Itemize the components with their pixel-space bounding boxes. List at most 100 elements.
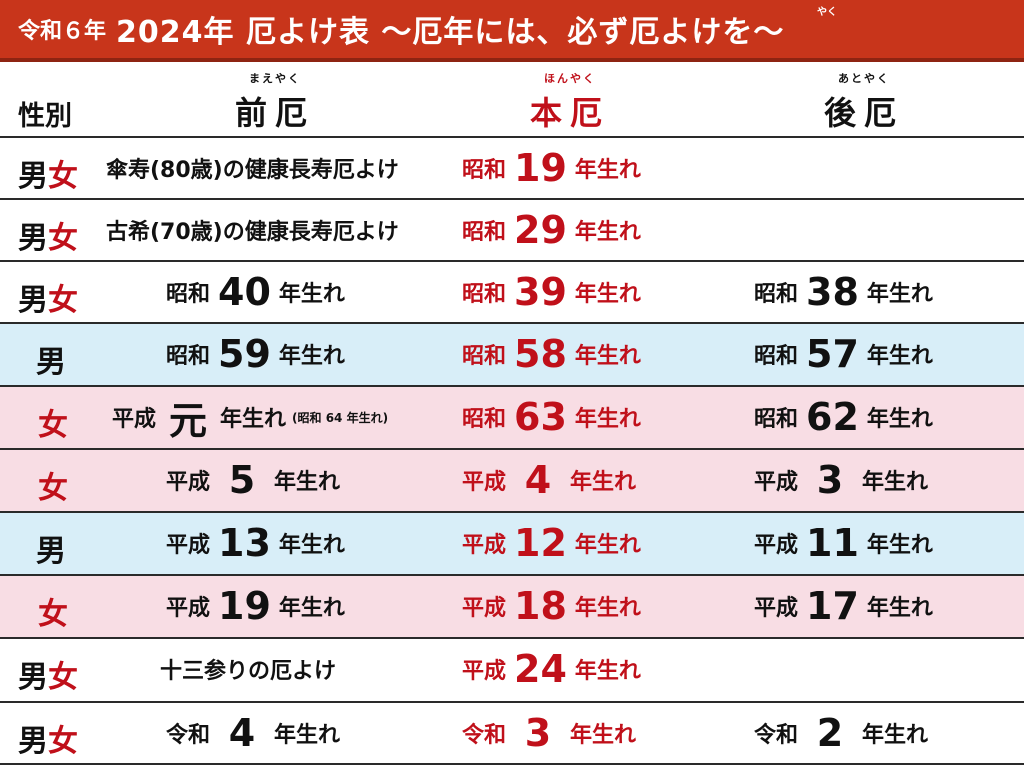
gender-female: 女 [48,724,78,759]
gender-male: 男 [36,534,66,569]
before-cell: 平成 13 年生れ [166,513,345,573]
before-cell-year: 13 [218,521,271,565]
main-cell-year: 39 [514,270,567,314]
main-cell-suffix: 年生れ [574,596,641,621]
table-row: 男女 十三参りの厄よけ 平成 24 年生れ [0,637,1024,700]
gender-female: 女 [48,221,78,256]
table-header: 性別 まえやく 前厄 ほんやく 本厄 あとやく 後厄 [0,66,1024,136]
gender-male: 男 [18,159,48,194]
main-cell-year: 24 [514,647,567,691]
page-title: 2024年 厄よけ表 ～厄年には、必ず厄よけを～ [116,15,785,50]
main-cell-suffix: 年生れ [570,470,637,495]
gender-female: 女 [48,660,78,695]
before-cell: 昭和 59 年生れ [166,324,345,384]
before-cell-suffix: 年生れ [274,470,341,495]
after-cell-suffix: 年生れ [866,282,933,307]
main-cell-year: 63 [514,395,567,439]
title-ruby: やく [817,7,837,18]
after-cell-year: 57 [806,332,859,376]
main-cell-era: 昭和 [462,407,507,432]
table-row: 男 平成 13 年生れ 平成 12 年生れ 平成 11 年生れ [0,511,1024,574]
main-cell-suffix: 年生れ [574,220,641,245]
before-cell-year: 5 [228,458,256,502]
after-ruby: あとやく [838,72,890,85]
before-cell-year: 40 [218,270,271,314]
main-cell: 平成 12 年生れ [462,513,641,573]
main-cell-year: 19 [514,146,567,190]
after-cell-year: 17 [806,584,859,628]
after-cell: 昭和 38 年生れ [754,262,933,322]
gender-male: 男 [36,345,66,380]
before-cell-suffix: 年生れ [274,723,341,748]
main-cell-suffix: 年生れ [574,407,641,432]
after-cell-suffix: 年生れ [862,723,929,748]
after-cell-era: 平成 [754,533,799,558]
main-cell: 平成 24 年生れ [462,639,641,699]
table-row: 男女 古希(70歳)の健康長寿厄よけ 昭和 29 年生れ [0,198,1024,261]
gender-female: 女 [48,283,78,318]
before-cell-era: 令和 [166,723,211,748]
main-cell: 昭和 58 年生れ [462,324,641,384]
main-cell-suffix: 年生れ [574,659,641,684]
main-label: 本厄 [529,94,610,132]
after-cell-suffix: 年生れ [866,596,933,621]
main-cell-year: 29 [514,208,567,252]
before-cell-suffix: 年生れ [220,407,287,432]
main-cell-year: 18 [514,584,567,628]
before-cell-era: 平成 [166,596,211,621]
after-cell: 平成 17 年生れ [754,576,933,636]
before-cell: 十三参りの厄よけ [160,639,336,699]
main-cell-era: 平成 [462,659,507,684]
main-cell-era: 昭和 [462,344,507,369]
before-cell: 平成元年生れ (昭和 64 年生れ) [112,387,388,447]
gender-female: 女 [38,408,68,443]
table-row: 男女 傘寿(80歳)の健康長寿厄よけ 昭和 19 年生れ [0,136,1024,199]
after-cell-era: 平成 [754,596,799,621]
main-cell-era: 平成 [462,596,507,621]
after-cell-suffix: 年生れ [862,470,929,495]
after-label: 後厄 [823,94,904,132]
table-row: 男 昭和 59 年生れ 昭和 58 年生れ 昭和 57 年生れ [0,322,1024,385]
main-cell: 平成 18 年生れ [462,576,641,636]
gender-cell: 男女 [18,652,78,696]
after-cell: 平成 3 年生れ [754,450,928,510]
title-prefix: 令和６年 [18,19,107,44]
before-column-header: まえやく 前厄 [175,70,375,134]
before-cell-year: 59 [218,332,271,376]
after-cell-year: 62 [806,395,859,439]
gender-cell: 男女 [18,213,78,257]
main-cell: 昭和 19 年生れ [462,138,641,198]
after-cell-suffix: 年生れ [866,344,933,369]
main-cell-era: 平成 [462,533,507,558]
main-cell-suffix: 年生れ [574,344,641,369]
before-cell-suffix: 年生れ [278,282,345,307]
before-cell-era: 平成 [112,407,157,432]
after-cell-year: 38 [806,270,859,314]
main-cell: 昭和 63 年生れ [462,387,641,447]
table-row: 女 平成 5 年生れ 平成 4 年生れ 平成 3 年生れ [0,448,1024,511]
before-cell-era: 平成 [166,470,211,495]
gender-cell: 男女 [18,151,78,195]
before-cell: 古希(70歳)の健康長寿厄よけ [106,200,399,260]
main-cell-year: 12 [514,521,567,565]
before-cell: 平成 19 年生れ [166,576,345,636]
main-cell-year: 3 [524,711,552,755]
main-column-header: ほんやく 本厄 [470,70,670,134]
before-cell-text: 古希(70歳)の健康長寿厄よけ [106,220,399,245]
main-cell-era: 令和 [462,723,507,748]
main-cell-suffix: 年生れ [574,158,641,183]
gender-cell: 女 [38,400,68,444]
gender-cell: 男女 [18,716,78,760]
before-cell-era: 昭和 [166,344,211,369]
before-cell-year: 19 [218,584,271,628]
before-cell: 令和 4 年生れ [166,703,340,763]
after-cell: 昭和 57 年生れ [754,324,933,384]
gender-female: 女 [38,597,68,632]
gender-male: 男 [18,724,48,759]
gender-male: 男 [18,221,48,256]
main-ruby: ほんやく [544,72,596,85]
gender-cell: 男 [36,526,66,570]
gender-column-header: 性別 [18,101,72,132]
before-cell-era: 平成 [166,533,211,558]
after-cell-era: 昭和 [754,344,799,369]
